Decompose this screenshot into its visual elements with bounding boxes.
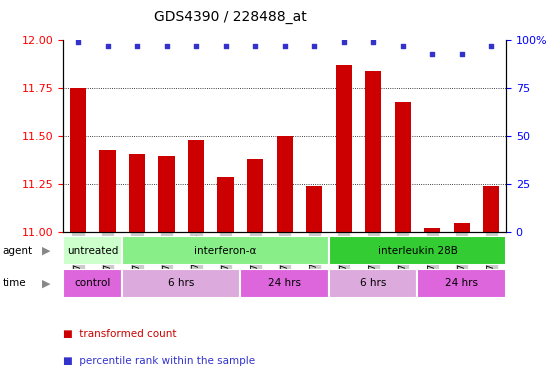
Text: time: time [3, 278, 26, 288]
Text: interleukin 28B: interleukin 28B [377, 245, 458, 256]
Point [162, 43, 171, 49]
Bar [63, 236, 122, 265]
Point [339, 39, 348, 45]
Text: agent: agent [3, 245, 33, 256]
Bar [329, 236, 506, 265]
Bar [483, 186, 499, 232]
Text: 24 hrs: 24 hrs [268, 278, 301, 288]
Text: interferon-α: interferon-α [194, 245, 257, 256]
Point [221, 43, 230, 49]
Bar [240, 269, 329, 298]
Text: ■  transformed count: ■ transformed count [63, 329, 177, 339]
Point [398, 43, 407, 49]
Bar [454, 223, 470, 232]
Point [428, 51, 437, 57]
Bar [188, 140, 204, 232]
Bar [424, 228, 441, 232]
Bar [129, 154, 145, 232]
Point [103, 43, 112, 49]
Bar [417, 269, 506, 298]
Text: control: control [75, 278, 111, 288]
Text: ▶: ▶ [42, 245, 50, 256]
Point [368, 39, 377, 45]
Bar [158, 156, 175, 232]
Text: GDS4390 / 228488_at: GDS4390 / 228488_at [154, 10, 307, 23]
Bar [122, 236, 329, 265]
Bar [277, 136, 293, 232]
Point [133, 43, 141, 49]
Point [280, 43, 289, 49]
Bar [100, 150, 116, 232]
Bar [247, 159, 263, 232]
Text: 6 hrs: 6 hrs [360, 278, 386, 288]
Bar [63, 269, 122, 298]
Text: 6 hrs: 6 hrs [168, 278, 195, 288]
Bar [217, 177, 234, 232]
Bar [394, 102, 411, 232]
Bar [306, 186, 322, 232]
Bar [329, 269, 417, 298]
Bar [70, 88, 86, 232]
Bar [365, 71, 381, 232]
Point [310, 43, 318, 49]
Text: ■  percentile rank within the sample: ■ percentile rank within the sample [63, 356, 255, 366]
Text: 24 hrs: 24 hrs [445, 278, 478, 288]
Point [191, 43, 200, 49]
Point [457, 51, 466, 57]
Bar [122, 269, 240, 298]
Point [74, 39, 82, 45]
Point [487, 43, 496, 49]
Text: untreated: untreated [67, 245, 118, 256]
Text: ▶: ▶ [42, 278, 50, 288]
Bar [336, 65, 352, 232]
Point [251, 43, 260, 49]
